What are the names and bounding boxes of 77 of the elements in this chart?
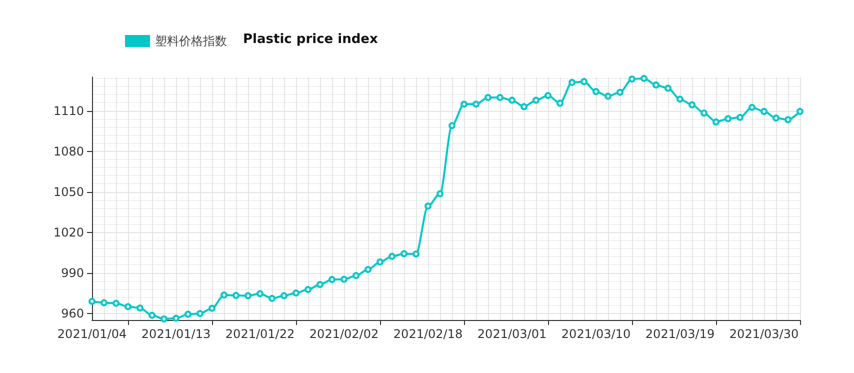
- chart-title: Plastic price index: [243, 32, 378, 47]
- point: [604, 92, 612, 100]
- legend-label: 塑料价格指数: [155, 34, 227, 48]
- point: [796, 108, 804, 115]
- point: [748, 104, 756, 111]
- point: [88, 298, 96, 305]
- point: [568, 78, 576, 86]
- x-tick-label: 2021/03/19: [645, 327, 715, 341]
- point: [580, 78, 588, 86]
- point: [208, 304, 216, 312]
- point: [232, 292, 240, 299]
- point: [256, 290, 264, 298]
- y-tick-label: 1080: [53, 144, 84, 158]
- point: [508, 96, 516, 104]
- y-tick-label: 1020: [53, 225, 84, 240]
- y-tick-label: 1110: [53, 104, 84, 118]
- point: [676, 96, 684, 103]
- point: [124, 303, 132, 310]
- point: [340, 276, 348, 283]
- point: [388, 252, 396, 260]
- point: [268, 294, 276, 302]
- point: [304, 286, 312, 293]
- point: [316, 280, 324, 288]
- point: [760, 108, 768, 115]
- point: [460, 100, 468, 108]
- point: [424, 202, 432, 210]
- x-tick-label: 2021/01/04: [57, 327, 127, 341]
- point: [100, 299, 108, 306]
- point: [724, 115, 732, 122]
- point: [280, 292, 288, 300]
- point: [496, 94, 504, 102]
- x-tick-label: 2021/03/10: [561, 327, 631, 341]
- x-tick-label: 2021/01/22: [225, 327, 295, 341]
- point: [172, 314, 180, 322]
- y-tick-label: 1050: [53, 184, 84, 199]
- point: [472, 100, 480, 108]
- point: [544, 92, 552, 99]
- point: [328, 276, 336, 283]
- x-tick-label: 2021/02/02: [309, 327, 379, 341]
- y-tick-label: 990: [61, 266, 84, 280]
- point: [436, 190, 444, 198]
- point: [220, 292, 228, 299]
- point: [148, 312, 156, 319]
- point: [592, 88, 600, 96]
- point: [196, 310, 204, 318]
- x-tick-label: 2021/02/18: [393, 327, 463, 341]
- x-tick-label: 2021/03/30: [729, 327, 799, 341]
- point: [556, 100, 564, 107]
- point: [628, 76, 636, 83]
- point: [532, 96, 540, 104]
- point: [112, 300, 120, 307]
- point: [700, 110, 708, 117]
- point: [736, 114, 744, 121]
- x-tick-label: 2021/01/13: [141, 327, 211, 341]
- x-tick-label: 2021/03/01: [477, 327, 547, 341]
- point: [160, 315, 168, 322]
- point: [412, 250, 420, 258]
- point: [292, 290, 300, 296]
- point: [640, 74, 648, 82]
- y-tick-label: 960: [61, 306, 84, 320]
- point: [712, 118, 720, 126]
- point: [772, 114, 780, 122]
- point: [352, 272, 360, 280]
- point: [652, 81, 660, 88]
- point: [184, 310, 192, 318]
- point: [448, 122, 456, 130]
- point: [616, 88, 624, 96]
- point: [664, 84, 672, 92]
- point: [364, 266, 372, 274]
- point: [784, 116, 792, 124]
- point: [244, 292, 252, 300]
- point: [400, 250, 408, 258]
- point: [520, 103, 528, 110]
- point: [484, 94, 492, 102]
- point: [376, 258, 384, 266]
- point: [688, 101, 696, 108]
- point: [136, 304, 144, 312]
